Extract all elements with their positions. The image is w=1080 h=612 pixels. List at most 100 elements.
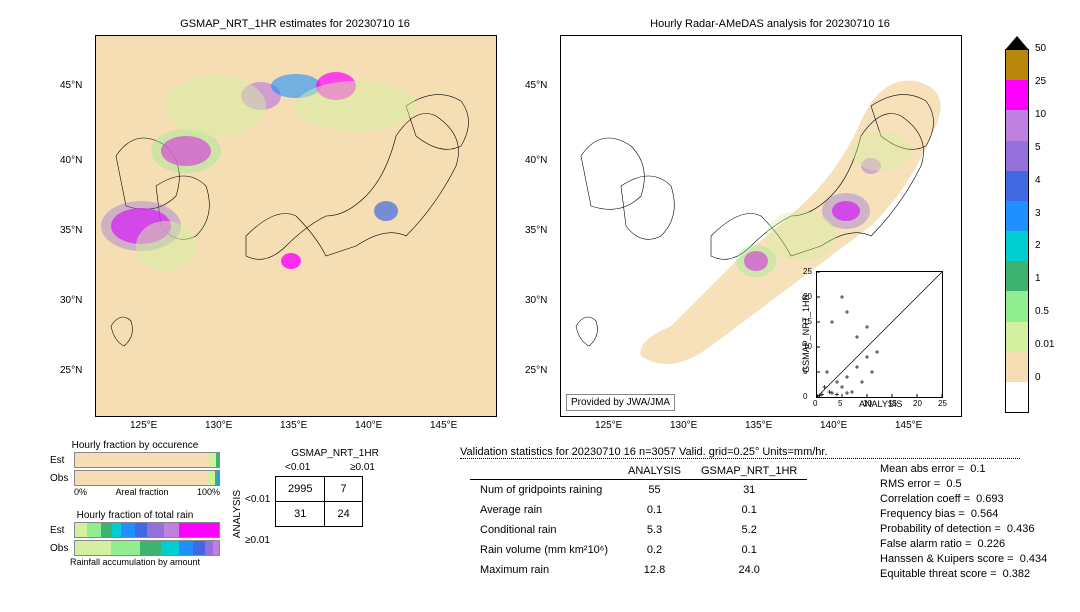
scatter-plot: 00551010151520202525 bbox=[816, 271, 943, 398]
ytick: 40°N bbox=[525, 155, 547, 166]
validation-header: Validation statistics for 20230710 16 n=… bbox=[460, 446, 1020, 459]
scatter-ylabel: GSMAP_NRT_1HR bbox=[801, 294, 811, 373]
xlabel-0: 0% bbox=[74, 487, 87, 497]
stats-row-label: Rain volume (mm km²10⁶) bbox=[470, 540, 618, 560]
xtick: 130°E bbox=[670, 420, 697, 431]
hourly-total-footer: Rainfall accumulation by amount bbox=[50, 557, 220, 567]
xtick: 135°E bbox=[280, 420, 307, 431]
map-right: Provided by JWA/JMA 00551010151520202525… bbox=[560, 35, 962, 417]
stats-val-b: 5.2 bbox=[691, 520, 807, 540]
stats-col-analysis: ANALYSIS bbox=[618, 463, 691, 480]
colorbar-segment bbox=[1006, 141, 1028, 171]
contingency-col-h0: <0.01 bbox=[285, 462, 310, 473]
bar-est-total bbox=[74, 522, 220, 538]
colorbar-tick-label: 2 bbox=[1035, 240, 1041, 251]
ytick: 25°N bbox=[525, 365, 547, 376]
colorbar-segment bbox=[1006, 352, 1028, 382]
row-label-obs: Obs bbox=[50, 473, 74, 484]
bar-segment bbox=[147, 523, 164, 537]
colorbar-tick-label: 0.01 bbox=[1035, 339, 1054, 350]
scatter-xtick: 25 bbox=[938, 399, 947, 408]
bar-segment bbox=[179, 541, 193, 555]
stats-val-a: 0.1 bbox=[618, 500, 691, 520]
bar-segment bbox=[75, 541, 111, 555]
ytick: 35°N bbox=[525, 225, 547, 236]
colorbar-tick-label: 0 bbox=[1035, 372, 1041, 383]
stats-list-item: Hanssen & Kuipers score = 0.434 bbox=[880, 553, 1047, 565]
contingency-row-h1: ≥0.01 bbox=[245, 535, 270, 546]
bar-est-occurrence bbox=[74, 452, 220, 468]
stats-val-b: 24.0 bbox=[691, 560, 807, 580]
bar-segment bbox=[164, 523, 178, 537]
colorbar-segment bbox=[1006, 80, 1028, 110]
stats-val-a: 12.8 bbox=[618, 560, 691, 580]
ct-cell-01: 7 bbox=[325, 477, 362, 502]
colorbar-segment bbox=[1006, 171, 1028, 201]
stats-list-item: Frequency bias = 0.564 bbox=[880, 508, 1047, 520]
xtick: 125°E bbox=[130, 420, 157, 431]
scatter-xtick: 20 bbox=[913, 399, 922, 408]
bar-segment bbox=[111, 541, 140, 555]
colorbar-tick-label: 0.5 bbox=[1035, 306, 1049, 317]
ytick: 40°N bbox=[60, 155, 82, 166]
stats-list-item: RMS error = 0.5 bbox=[880, 478, 1047, 490]
row-label-est-2: Est bbox=[50, 525, 74, 536]
ct-cell-10: 31 bbox=[276, 502, 325, 527]
bar-segment bbox=[121, 523, 135, 537]
xtick: 135°E bbox=[745, 420, 772, 431]
row-label-obs-2: Obs bbox=[50, 543, 74, 554]
stats-val-a: 5.3 bbox=[618, 520, 691, 540]
colorbar-tick-label: 50 bbox=[1035, 43, 1046, 54]
colorbar-segment bbox=[1006, 50, 1028, 80]
ytick: 35°N bbox=[60, 225, 82, 236]
ytick: 30°N bbox=[525, 295, 547, 306]
colorbar-segment bbox=[1006, 231, 1028, 261]
colorbar-segment bbox=[1006, 110, 1028, 140]
xlabel-100: 100% bbox=[197, 487, 220, 497]
contingency-table: 2995 7 31 24 bbox=[275, 476, 363, 527]
scatter-ytick: 0 bbox=[803, 392, 807, 401]
bar-segment bbox=[135, 523, 147, 537]
stats-list-item: Equitable threat score = 0.382 bbox=[880, 568, 1047, 580]
colorbar-tick-label: 25 bbox=[1035, 76, 1046, 87]
bar-segment bbox=[179, 523, 219, 537]
xtick: 130°E bbox=[205, 420, 232, 431]
bar-segment bbox=[218, 471, 219, 485]
stats-val-b: 0.1 bbox=[691, 540, 807, 560]
colorbar bbox=[1005, 49, 1029, 413]
stats-col-gsmap: GSMAP_NRT_1HR bbox=[691, 463, 807, 480]
contingency-row-h0: <0.01 bbox=[245, 494, 270, 505]
colorbar-tick-label: 5 bbox=[1035, 142, 1041, 153]
stats-row-label: Conditional rain bbox=[470, 520, 618, 540]
stats-row-label: Num of gridpoints raining bbox=[470, 480, 618, 501]
bar-segment bbox=[140, 541, 162, 555]
stats-list-item: False alarm ratio = 0.226 bbox=[880, 538, 1047, 550]
colorbar-tick-label: 3 bbox=[1035, 208, 1041, 219]
bar-segment bbox=[101, 523, 113, 537]
scatter-xtick: 0 bbox=[813, 399, 817, 408]
bar-segment bbox=[216, 453, 219, 467]
scatter-xlabel: ANALYSIS bbox=[859, 399, 902, 409]
ytick: 25°N bbox=[60, 365, 82, 376]
hourly-occurrence-title: Hourly fraction by occurence bbox=[50, 440, 220, 451]
stats-table: ANALYSIS GSMAP_NRT_1HR Num of gridpoints… bbox=[470, 463, 807, 580]
bar-obs-occurrence bbox=[74, 470, 220, 486]
scatter-xtick: 5 bbox=[838, 399, 842, 408]
stats-row-label: Maximum rain bbox=[470, 560, 618, 580]
xlabel-mid: Areal fraction bbox=[115, 487, 168, 497]
ytick: 45°N bbox=[525, 80, 547, 91]
bar-segment bbox=[87, 523, 101, 537]
bar-obs-total bbox=[74, 540, 220, 556]
ytick: 45°N bbox=[60, 80, 82, 91]
stats-val-a: 0.2 bbox=[618, 540, 691, 560]
xtick: 140°E bbox=[355, 420, 382, 431]
stats-val-b: 31 bbox=[691, 480, 807, 501]
xtick: 140°E bbox=[820, 420, 847, 431]
colorbar-tick-label: 10 bbox=[1035, 109, 1046, 120]
row-label-est: Est bbox=[50, 455, 74, 466]
colorbar-segment bbox=[1006, 382, 1028, 412]
colorbar-segment bbox=[1006, 201, 1028, 231]
coastline-left bbox=[96, 36, 496, 416]
colorbar-segment bbox=[1006, 291, 1028, 321]
hourly-total-title: Hourly fraction of total rain bbox=[50, 510, 220, 521]
